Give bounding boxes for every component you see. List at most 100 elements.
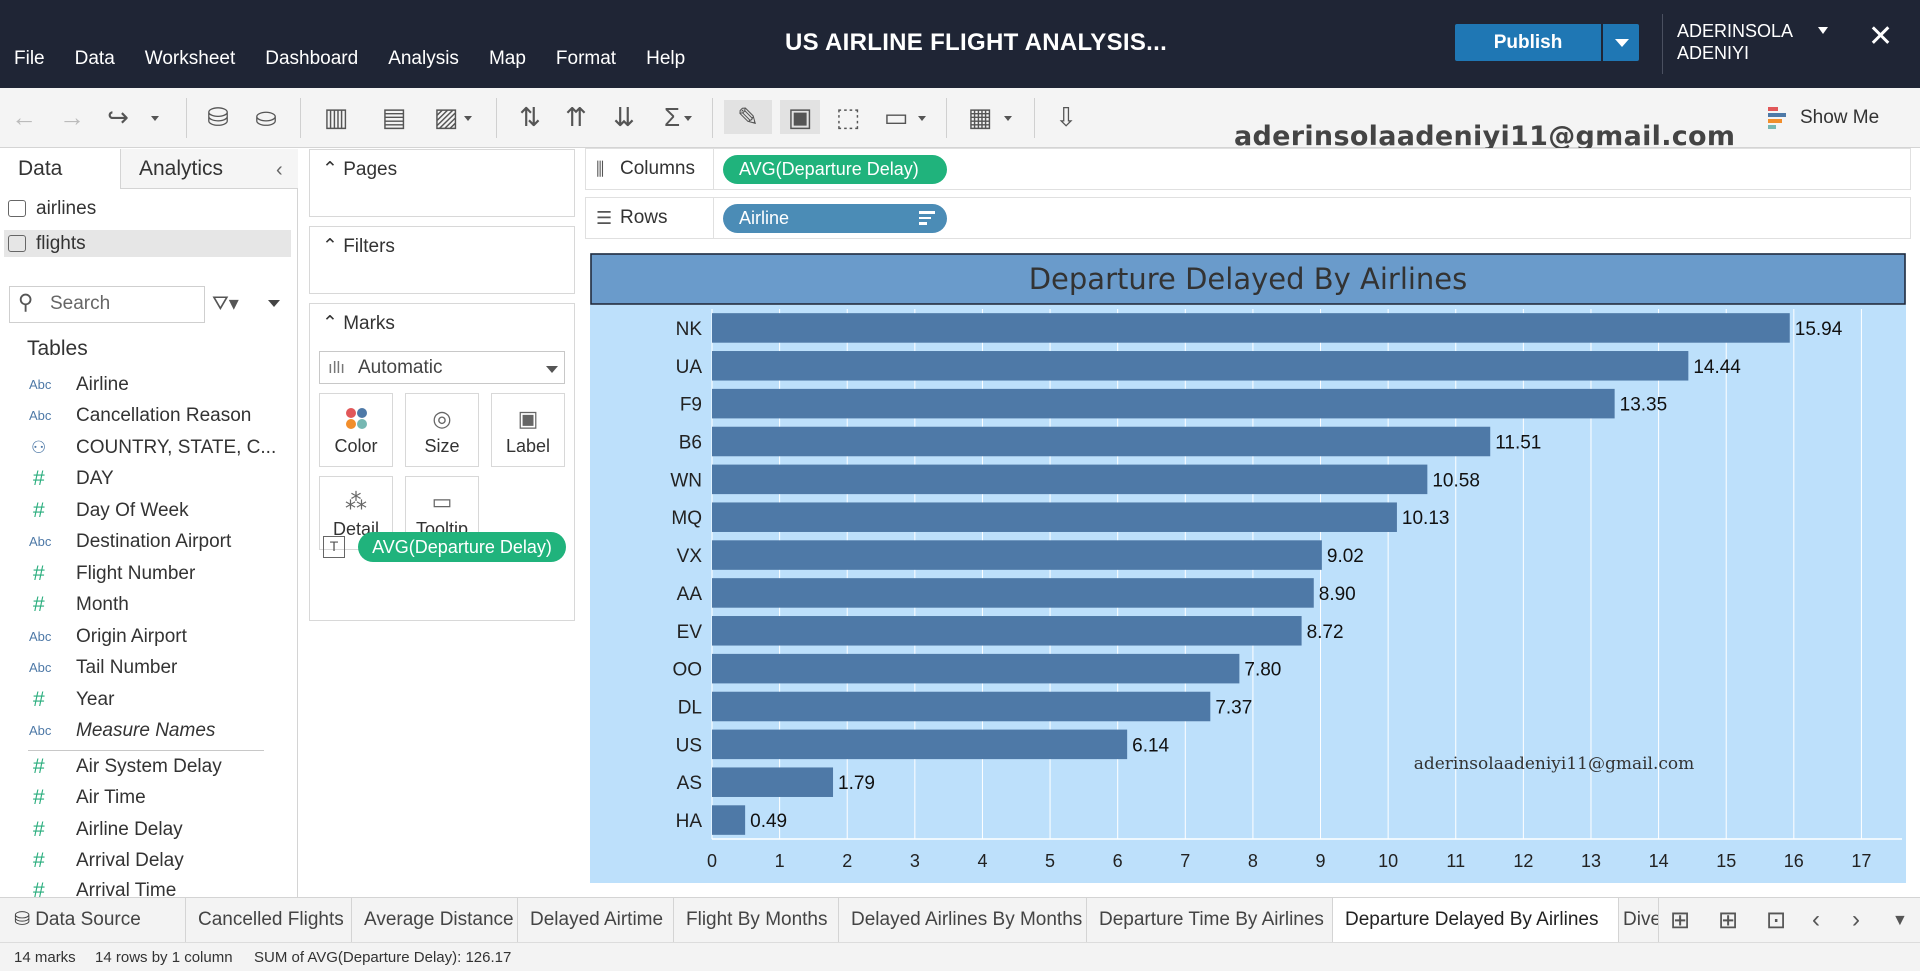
filters-card[interactable]: ⌃ Filters [309, 226, 575, 294]
tab-data-source[interactable]: ⛁ Data Source [0, 898, 186, 942]
view-menu-caret-icon[interactable] [268, 300, 280, 307]
menu-format[interactable]: Format [555, 48, 617, 69]
user-caret-icon[interactable] [1818, 27, 1828, 34]
tab-dive[interactable]: Dive [1619, 898, 1659, 942]
color-button[interactable]: Color [319, 393, 393, 467]
pause-updates-icon[interactable]: ⛀ [255, 102, 277, 132]
menu-map[interactable]: Map [488, 48, 526, 69]
new-dashboard-tab-icon[interactable]: ⊞ [1718, 907, 1739, 934]
field-item[interactable]: # DAY [0, 465, 290, 493]
tab-delayed-airlines-by-months[interactable]: Delayed Airlines By Months [839, 898, 1087, 942]
new-datasource-icon[interactable]: ⛁ [207, 102, 229, 132]
publish-dropdown-button[interactable] [1603, 24, 1639, 61]
tab-data[interactable]: Data [0, 149, 120, 189]
field-item[interactable]: Abc Tail Number [0, 654, 290, 682]
sort-ascending-icon[interactable]: ⇈ [565, 102, 587, 132]
y-category-label: VX [677, 546, 703, 567]
x-tick-label: 5 [1045, 851, 1055, 871]
field-item[interactable]: Abc Airline [0, 371, 290, 399]
scroll-right-icon[interactable]: › [1852, 906, 1860, 933]
pages-card[interactable]: ⌃ Pages [309, 149, 575, 217]
totals-caret-icon[interactable] [684, 116, 692, 121]
datasource-flights[interactable]: flights [4, 230, 291, 257]
field-item[interactable]: # Arrival Delay [0, 847, 290, 875]
redo-icon[interactable]: → [59, 102, 85, 132]
clear-sheet-icon[interactable]: ▨ [433, 102, 459, 132]
menu-file[interactable]: File [14, 48, 45, 69]
tab-average-distance[interactable]: Average Distance [352, 898, 518, 942]
field-item[interactable]: Abc Origin Airport [0, 623, 290, 651]
totals-icon[interactable]: Σ [663, 102, 681, 132]
field-item[interactable]: # Air System Delay [0, 753, 290, 781]
tab-cancelled-flights[interactable]: Cancelled Flights [186, 898, 352, 942]
field-item[interactable]: Abc Cancellation Reason [0, 402, 290, 430]
replay-icon[interactable]: ↪ [107, 102, 129, 132]
presentation-icon[interactable]: ▦ [967, 102, 993, 132]
sort-descending-icon[interactable]: ⇊ [613, 102, 635, 132]
sort-icon[interactable] [919, 211, 935, 228]
tab-menu-icon[interactable]: ▼ [1892, 912, 1908, 929]
filter-icon[interactable]: ⛛▾ [212, 293, 239, 315]
replay-caret-icon[interactable] [151, 116, 159, 121]
field-item[interactable]: # Flight Number [0, 560, 290, 588]
new-worksheet-icon[interactable]: ▥ [323, 102, 349, 132]
show-me-button[interactable]: Show Me [1768, 106, 1879, 130]
duplicate-sheet-icon[interactable]: ▤ [381, 102, 407, 132]
field-item[interactable]: # Year [0, 686, 290, 714]
tab-departure-delayed-by-airlines[interactable]: Departure Delayed By Airlines [1333, 898, 1619, 942]
field-item[interactable]: # Day Of Week [0, 497, 290, 525]
field-label: Measure Names [76, 720, 216, 741]
field-item[interactable]: # Airline Delay [0, 816, 290, 844]
label-button[interactable]: ▣ Label [491, 393, 565, 467]
menu-analysis[interactable]: Analysis [388, 48, 459, 69]
field-label: DAY [76, 468, 114, 489]
close-icon[interactable]: ✕ [1868, 20, 1894, 53]
field-item[interactable]: # Arrival Time [0, 877, 290, 897]
datasource-airlines[interactable]: airlines [4, 195, 291, 222]
presentation-caret-icon[interactable] [1004, 116, 1012, 121]
field-item[interactable]: Abc Measure Names [0, 717, 290, 745]
data-pane: Data Analytics ‹ airlines flights Search… [0, 149, 298, 897]
field-item[interactable]: Abc Destination Airport [0, 528, 290, 556]
download-icon[interactable]: ⇩ [1055, 102, 1077, 132]
collapse-pane-icon[interactable]: ‹ [276, 159, 283, 181]
mark-type-select[interactable]: Automatic [319, 351, 565, 384]
chevron-down-icon[interactable] [546, 366, 558, 373]
y-category-label: OO [672, 660, 702, 681]
tab-analytics[interactable]: Analytics [120, 149, 298, 189]
columns-pill[interactable]: AVG(Departure Delay) [723, 155, 947, 184]
new-story-tab-icon[interactable]: ⊡ [1766, 907, 1787, 934]
show-labels-icon[interactable]: ▣ [780, 100, 820, 134]
menu-dashboard[interactable]: Dashboard [265, 48, 359, 69]
tab-flight-by-months[interactable]: Flight By Months [674, 898, 839, 942]
tab-delayed-airtime[interactable]: Delayed Airtime [518, 898, 674, 942]
new-worksheet-tab-icon[interactable]: ⊞ [1670, 907, 1691, 934]
size-button[interactable]: ◎ Size [405, 393, 479, 467]
x-tick-label: 1 [775, 851, 785, 871]
bar-value-label: 11.51 [1495, 433, 1541, 454]
label-measure-pill[interactable]: AVG(Departure Delay) [358, 532, 566, 562]
fit-icon[interactable]: ▭ [883, 102, 909, 132]
marks-count: 14 marks [14, 949, 76, 966]
highlight-icon[interactable]: ✎ [724, 100, 772, 134]
scroll-left-icon[interactable]: ‹ [1812, 906, 1820, 933]
tab-departure-time-by-airlines[interactable]: Departure Time By Airlines [1087, 898, 1333, 942]
y-category-label: DL [678, 698, 702, 719]
menu-data[interactable]: Data [74, 48, 115, 69]
rows-pill[interactable]: Airline [723, 204, 947, 233]
search-input[interactable]: Search [9, 286, 205, 323]
x-tick-label: 10 [1378, 851, 1398, 871]
y-category-label: UA [676, 357, 703, 378]
fit-caret-icon[interactable] [918, 116, 926, 121]
user-menu[interactable]: ADERINSOLA ADENIYI [1677, 21, 1793, 63]
field-item[interactable]: # Month [0, 591, 290, 619]
menu-help[interactable]: Help [646, 48, 686, 69]
field-item[interactable]: ⚇ COUNTRY, STATE, C... [0, 434, 290, 462]
fix-axes-icon[interactable]: ⬚ [835, 102, 861, 132]
swap-icon[interactable]: ⇅ [519, 102, 541, 132]
field-item[interactable]: # Air Time [0, 784, 290, 812]
publish-button[interactable]: Publish [1455, 24, 1601, 61]
menu-worksheet[interactable]: Worksheet [144, 48, 236, 69]
undo-icon[interactable]: ← [11, 102, 37, 132]
clear-caret-icon[interactable] [464, 116, 472, 121]
